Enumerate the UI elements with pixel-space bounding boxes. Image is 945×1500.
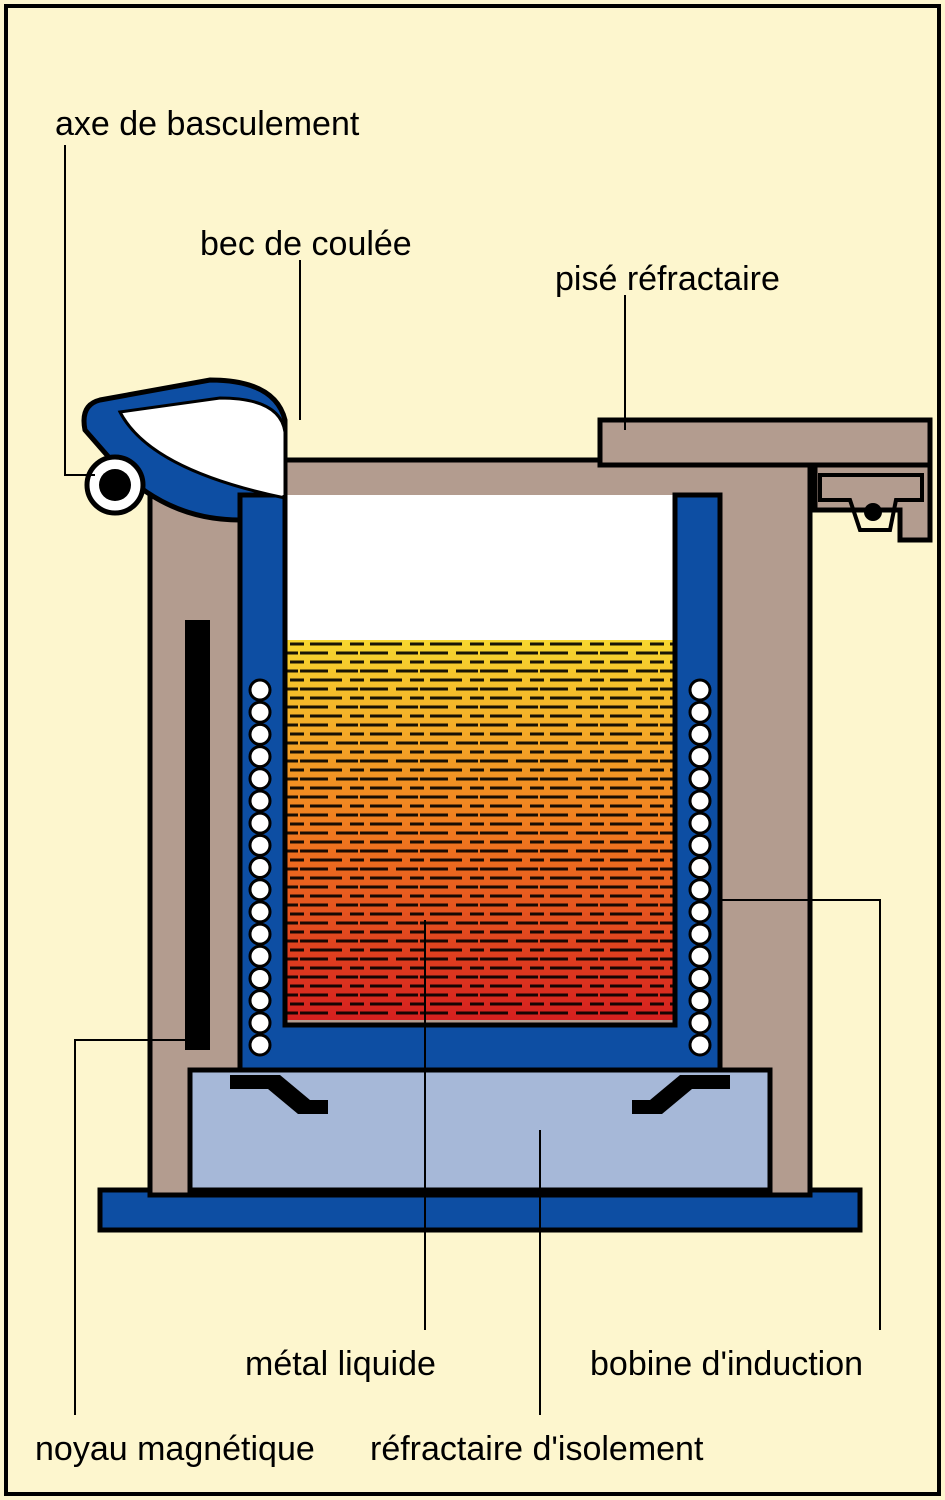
molten-metal-texture [285, 640, 675, 1020]
label-pise: pisé réfractaire [555, 260, 780, 299]
air-space [285, 495, 675, 640]
induction-coil-right [690, 680, 710, 1055]
label-isolement: réfractaire d'isolement [370, 1430, 703, 1469]
magnetic-core [185, 620, 210, 1050]
label-axe: axe de basculement [55, 105, 359, 144]
label-bobine: bobine d'induction [590, 1345, 863, 1384]
label-noyau: noyau magnétique [35, 1430, 315, 1469]
induction-coil-left [250, 680, 270, 1055]
diagram-canvas: axe de basculement bec de coulée pisé ré… [0, 0, 945, 1500]
label-bec: bec de coulée [200, 225, 412, 264]
diagram-svg [0, 0, 945, 1500]
label-metal: métal liquide [245, 1345, 436, 1384]
tilt-axis [87, 457, 143, 513]
